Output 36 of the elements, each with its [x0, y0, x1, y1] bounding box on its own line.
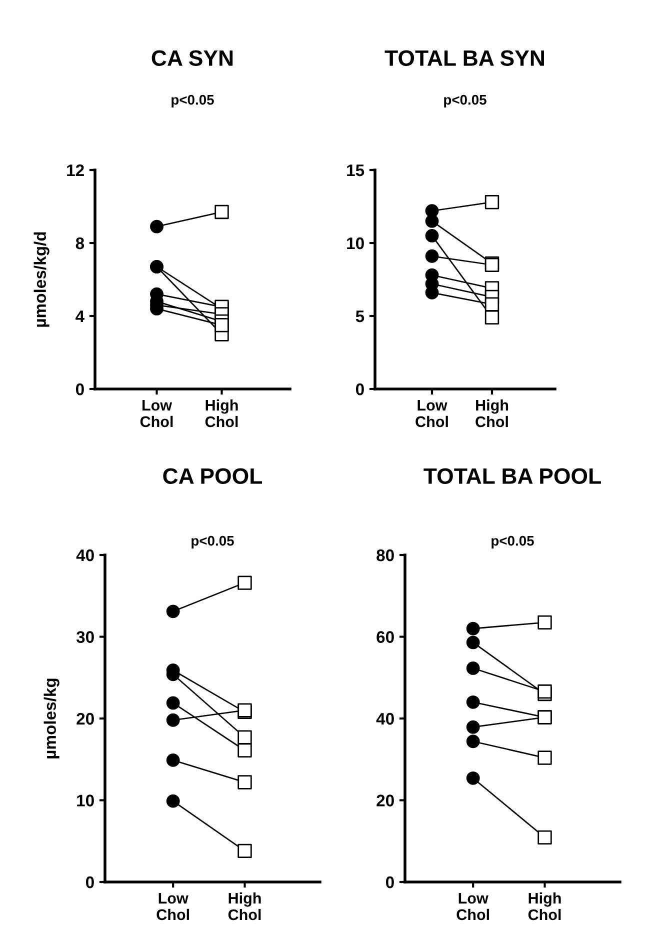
y-tick-label: 40 — [376, 712, 394, 725]
y-tick-label: 15 — [347, 164, 364, 176]
y-tick-label: 10 — [347, 237, 364, 250]
y-tick-label: 10 — [77, 794, 94, 806]
x-tick-label: High Chol — [476, 399, 508, 428]
x-tick-label: High Chol — [528, 892, 561, 920]
y-tick-label: 5 — [356, 310, 364, 322]
y-tick-label: 12 — [67, 164, 84, 176]
y-axis-title: µmoles/kg — [44, 678, 60, 758]
chart-title: TOTAL BA POOL — [424, 468, 601, 484]
x-tick-label: Low Chol — [456, 892, 489, 920]
text: p<0.05 — [492, 536, 534, 548]
y-tick-label: 60 — [376, 631, 394, 643]
text: p<0.05 — [172, 94, 214, 108]
y-tick-label: 0 — [76, 383, 84, 396]
y-tick-label: 0 — [386, 876, 394, 888]
y-tick-label: 0 — [86, 876, 94, 888]
y-tick-label: 30 — [76, 631, 94, 643]
y-tick-label: 40 — [76, 549, 94, 562]
x-tick-label: Low Chol — [416, 400, 448, 428]
text: p<0.05 — [444, 94, 486, 108]
chart-title: CA SYN — [152, 50, 233, 66]
y-tick-label: 0 — [356, 383, 364, 396]
text: p<0.05 — [192, 536, 234, 548]
x-tick-label: Low Chol — [156, 892, 189, 920]
y-tick-label: 8 — [76, 237, 84, 250]
y-axis-title: µmoles/kg/d — [34, 232, 50, 327]
y-tick-label: 20 — [76, 712, 94, 725]
x-tick-label: High Chol — [205, 399, 238, 428]
y-tick-label: 4 — [76, 310, 84, 322]
x-tick-label: Low Chol — [140, 400, 173, 428]
chart-title: CA POOL — [163, 468, 262, 484]
x-tick-label: High Chol — [228, 892, 261, 920]
chart-title: TOTAL BA SYN — [384, 50, 544, 66]
y-tick-label: 80 — [376, 549, 394, 562]
y-tick-label: 20 — [376, 794, 394, 806]
